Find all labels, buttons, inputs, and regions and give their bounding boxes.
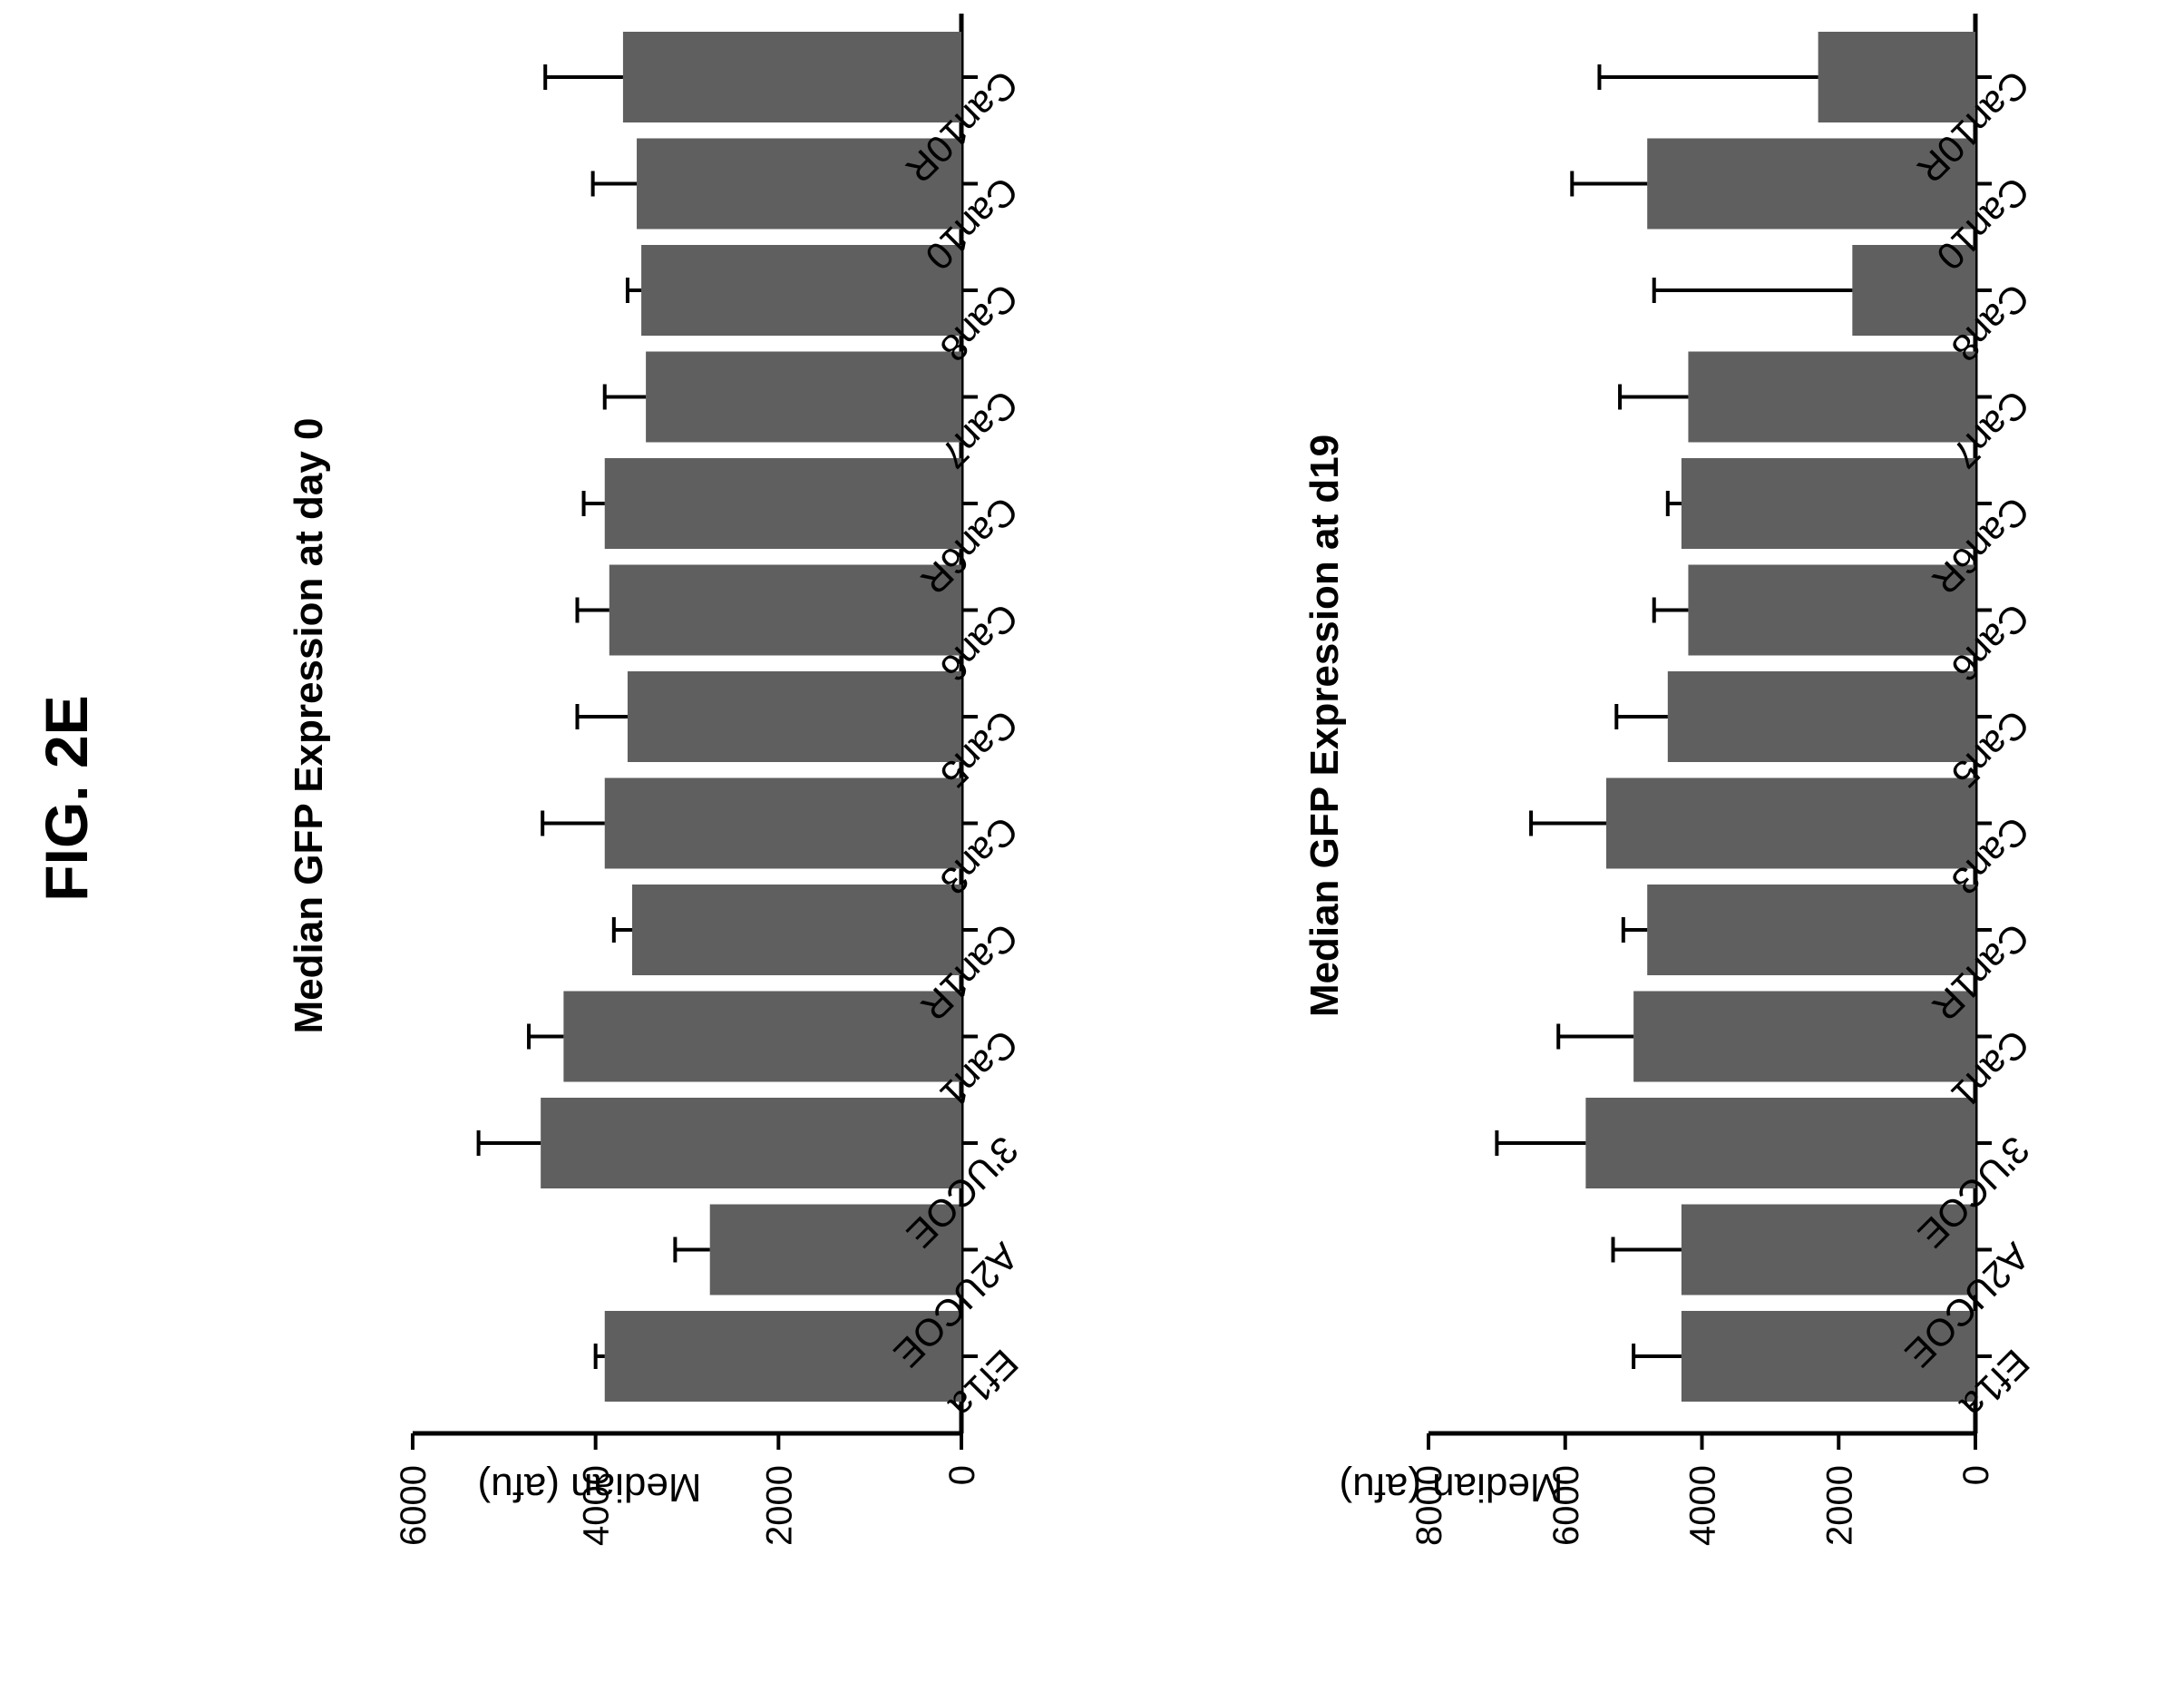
bar: [1605, 777, 1975, 869]
y-tick-label: 6000: [394, 1465, 434, 1546]
bar: [622, 32, 961, 122]
chart-day0: Median GFP Expression at day 0 Median (a…: [287, 14, 1027, 1546]
bar: [1667, 671, 1975, 762]
chart-marks-d19: 02000400060008000Ef1aA2UCOE3'UCOECan1Can…: [1409, 14, 2038, 1546]
bar: [1585, 1098, 1975, 1188]
chart-title-day0: Median GFP Expression at day 0: [287, 418, 331, 1034]
bar: [1818, 32, 1975, 122]
y-tick-label: 4000: [1683, 1465, 1723, 1546]
y-tick-label: 0: [942, 1465, 982, 1485]
chart-d19: Median GFP Expression at d19 Median (afu…: [1302, 14, 2038, 1546]
bar: [609, 564, 961, 656]
bar: [1852, 245, 1975, 336]
y-axis-label-d19: Median (afu): [1339, 1465, 1563, 1510]
bar: [646, 351, 961, 443]
y-tick-label: 6000: [1546, 1465, 1586, 1546]
y-tick-label: 0: [1956, 1465, 1996, 1485]
bar: [1688, 351, 1975, 443]
bar: [641, 245, 961, 336]
bar: [1681, 458, 1975, 549]
y-tick-label: 8000: [1409, 1465, 1449, 1546]
bar: [632, 885, 961, 975]
chart-title-d19: Median GFP Expression at d19: [1302, 435, 1347, 1017]
y-tick-label: 4000: [577, 1465, 617, 1546]
bar: [1647, 138, 1975, 230]
bar: [1688, 564, 1975, 656]
bar: [1681, 1311, 1975, 1402]
bar: [709, 1204, 961, 1295]
bar: [1647, 885, 1975, 975]
bar: [604, 777, 961, 869]
y-tick-label: 2000: [759, 1465, 799, 1546]
bar: [541, 1098, 961, 1188]
bar: [627, 671, 961, 762]
bar: [563, 991, 961, 1082]
bar: [1633, 991, 1975, 1082]
bar: [604, 1311, 961, 1402]
chart-marks-day0: 0200040006000Ef1aA2UCOE3'UCOECan1Can1RCa…: [394, 14, 1027, 1546]
y-axis-label-day0: Median (afu): [477, 1465, 701, 1510]
y-tick-label: 2000: [1819, 1465, 1859, 1546]
bar: [604, 458, 961, 549]
figure-label: FIG. 2E: [33, 695, 100, 901]
bar: [1681, 1204, 1975, 1295]
bar: [637, 138, 961, 230]
